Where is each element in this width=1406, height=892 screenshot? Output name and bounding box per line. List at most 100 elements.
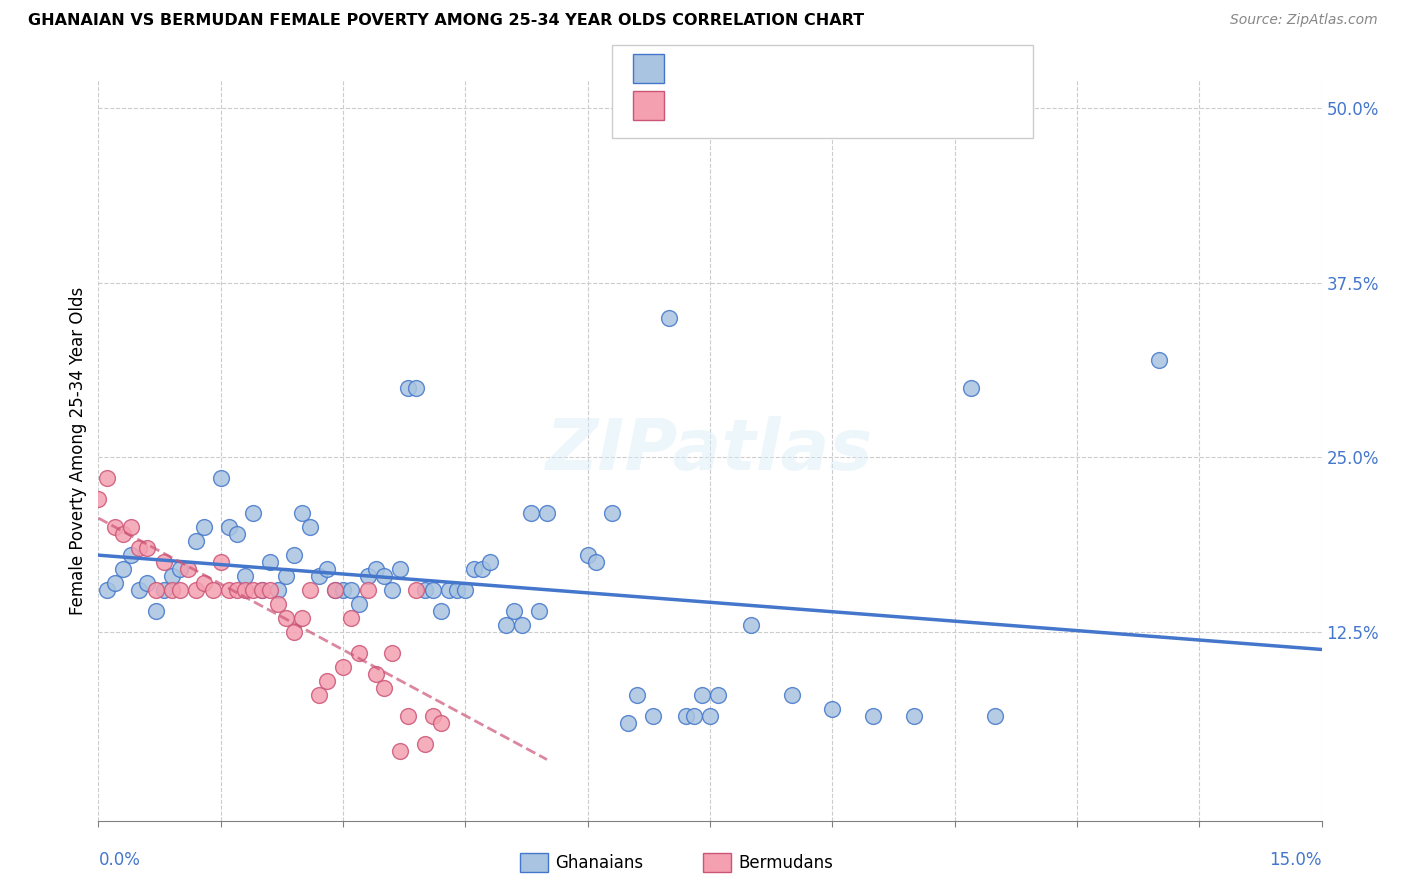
Point bbox=[349, 597, 371, 611]
Point bbox=[193, 520, 215, 534]
Point bbox=[136, 576, 159, 591]
Point bbox=[396, 381, 419, 395]
Point bbox=[373, 681, 395, 695]
Point bbox=[259, 583, 281, 598]
Point bbox=[405, 583, 427, 598]
Point bbox=[780, 688, 803, 702]
Point bbox=[707, 688, 730, 702]
Point bbox=[381, 646, 404, 660]
Point bbox=[299, 520, 322, 534]
Point bbox=[471, 562, 494, 576]
Point bbox=[218, 583, 240, 598]
Point bbox=[903, 709, 925, 723]
Point bbox=[186, 583, 208, 598]
Point bbox=[250, 583, 273, 598]
Point bbox=[87, 492, 110, 507]
Point bbox=[299, 583, 322, 598]
Point bbox=[512, 618, 534, 632]
Point bbox=[120, 548, 142, 562]
Point bbox=[267, 583, 290, 598]
Point bbox=[323, 583, 346, 598]
Point bbox=[340, 611, 363, 625]
Point bbox=[585, 555, 607, 569]
Point bbox=[675, 709, 697, 723]
Point bbox=[682, 709, 704, 723]
Point bbox=[576, 548, 599, 562]
Point bbox=[821, 702, 844, 716]
Point bbox=[233, 569, 256, 583]
Point bbox=[193, 576, 215, 591]
Point bbox=[862, 709, 884, 723]
Point bbox=[527, 604, 550, 618]
Point bbox=[463, 562, 485, 576]
Point bbox=[437, 583, 460, 598]
Point bbox=[658, 310, 681, 325]
Point bbox=[364, 562, 387, 576]
Point bbox=[186, 534, 208, 549]
Point bbox=[145, 604, 167, 618]
Point bbox=[152, 583, 174, 598]
Point bbox=[430, 604, 453, 618]
Point bbox=[340, 583, 363, 598]
Point bbox=[152, 555, 174, 569]
Point bbox=[519, 506, 541, 520]
Point bbox=[259, 555, 281, 569]
Text: R =  0.244    N = 72: R = 0.244 N = 72 bbox=[672, 60, 855, 78]
Point bbox=[177, 562, 200, 576]
Point bbox=[396, 709, 419, 723]
Point bbox=[690, 688, 713, 702]
Point bbox=[283, 548, 305, 562]
Point bbox=[600, 506, 623, 520]
Point bbox=[454, 583, 477, 598]
Point bbox=[349, 646, 371, 660]
Point bbox=[430, 715, 453, 730]
Point bbox=[201, 583, 224, 598]
Point bbox=[274, 611, 297, 625]
Point bbox=[145, 583, 167, 598]
Point bbox=[128, 583, 150, 598]
Point bbox=[120, 520, 142, 534]
Point bbox=[111, 527, 134, 541]
Point bbox=[242, 583, 264, 598]
Point bbox=[250, 583, 273, 598]
Point bbox=[283, 625, 305, 640]
Point bbox=[617, 715, 640, 730]
Y-axis label: Female Poverty Among 25-34 Year Olds: Female Poverty Among 25-34 Year Olds bbox=[69, 286, 87, 615]
Point bbox=[209, 555, 232, 569]
Point bbox=[233, 583, 256, 598]
Point bbox=[291, 506, 314, 520]
Point bbox=[413, 583, 436, 598]
Text: 0.0%: 0.0% bbox=[98, 851, 141, 870]
Point bbox=[267, 597, 290, 611]
Point bbox=[128, 541, 150, 556]
Text: R = -0.240   N = 43: R = -0.240 N = 43 bbox=[672, 98, 849, 116]
Point bbox=[1147, 352, 1170, 367]
Text: Source: ZipAtlas.com: Source: ZipAtlas.com bbox=[1230, 13, 1378, 28]
Point bbox=[308, 688, 330, 702]
Point bbox=[373, 569, 395, 583]
Point bbox=[536, 506, 558, 520]
Point bbox=[242, 506, 264, 520]
Point bbox=[136, 541, 159, 556]
Point bbox=[503, 604, 526, 618]
Point bbox=[422, 709, 444, 723]
Point bbox=[984, 709, 1007, 723]
Point bbox=[699, 709, 721, 723]
Point bbox=[332, 583, 354, 598]
Point bbox=[356, 569, 378, 583]
Point bbox=[315, 673, 337, 688]
Point bbox=[160, 583, 183, 598]
Point bbox=[405, 381, 427, 395]
Point bbox=[381, 583, 404, 598]
Point bbox=[218, 520, 240, 534]
Point bbox=[389, 562, 412, 576]
Point bbox=[160, 569, 183, 583]
Point bbox=[226, 527, 249, 541]
Point bbox=[641, 709, 664, 723]
Point bbox=[364, 667, 387, 681]
Text: ZIPatlas: ZIPatlas bbox=[547, 416, 873, 485]
Point bbox=[291, 611, 314, 625]
Point bbox=[96, 583, 118, 598]
Text: Bermudans: Bermudans bbox=[738, 854, 832, 871]
Point bbox=[356, 583, 378, 598]
